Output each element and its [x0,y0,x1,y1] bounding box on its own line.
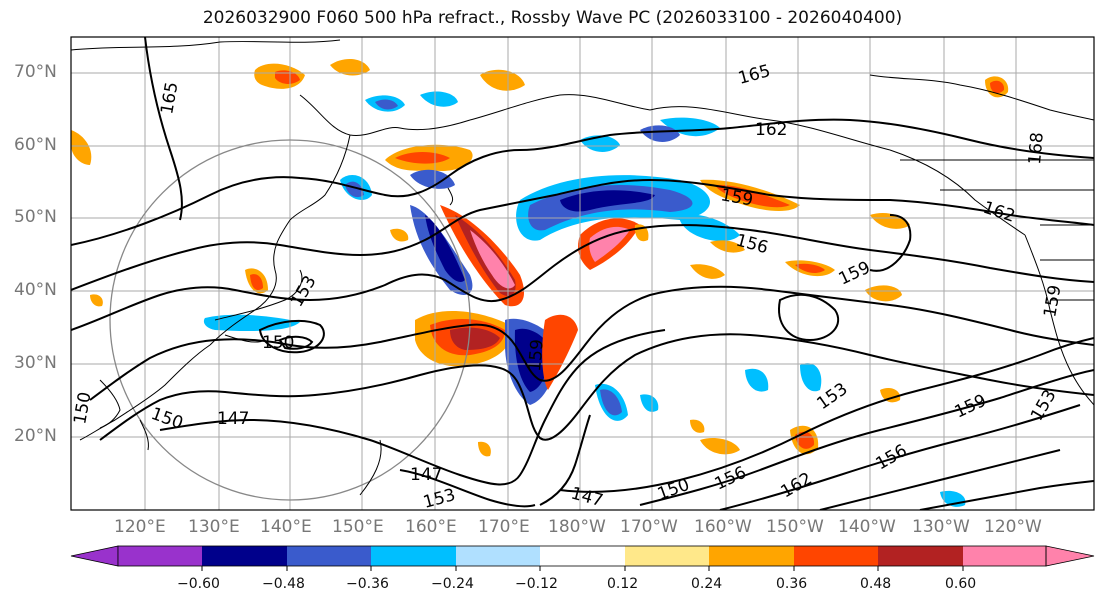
lat-label-30n: 30°N [14,353,57,373]
height-contours [71,37,1094,510]
colorbar-segment-9 [794,546,878,566]
lon-label-140e: 140°E [260,517,312,537]
colorbar-label-012: 0.12 [607,576,639,592]
colorbar-label-neg024: −0.24 [431,576,474,592]
colorbar-label-048: 0.48 [860,576,892,592]
lon-label-120w: 120°W [984,517,1042,537]
colorbar-arrow-high [1045,545,1095,567]
colorbar-segment-5 [456,546,540,566]
contour-label-168: 168 [1025,131,1048,165]
colorbar-segment-2 [202,546,287,566]
lon-label-130e: 130°E [188,517,240,537]
colorbar-segment-3 [287,546,371,566]
reference-circle [109,139,471,501]
map-area: 165 165 162 159 156 162 159 168 159 150 … [71,37,1094,510]
colorbar-frame [117,545,1047,567]
coastlines [71,39,1094,496]
colorbar-segment-1 [118,546,202,566]
contour-label-162-north: 162 [755,120,787,140]
lon-label-120e: 120°E [114,517,166,537]
colorbar-segment-4 [371,546,456,566]
contour-label-159-central: 159 [525,338,548,372]
colorbar [70,545,1095,571]
colorbar-label-neg036: −0.36 [346,576,389,592]
lon-label-160w: 160°W [694,517,752,537]
lon-label-180w: 180°W [548,517,606,537]
colorbar-segment-8 [709,546,794,566]
lon-label-160e: 160°E [405,517,457,537]
colorbar-label-060: 0.60 [945,576,977,592]
map-frame [70,36,1095,511]
lat-label-40n: 40°N [14,280,57,300]
colorbar-label-neg012: −0.12 [515,576,558,592]
colorbar-label-024: 0.24 [691,576,723,592]
lon-label-170w: 170°W [620,517,678,537]
lon-label-150w: 150°W [766,517,824,537]
colorbar-label-neg060: −0.60 [177,576,220,592]
lon-label-150e: 150°E [332,517,384,537]
colorbar-segment-7 [625,546,709,566]
contour-label-147-south: 147 [217,409,249,429]
colorbar-label-036: 0.36 [776,576,808,592]
colorbar-label-neg048: −0.48 [262,576,305,592]
lon-label-140w: 140°W [838,517,896,537]
lon-label-130w: 130°W [912,517,970,537]
lat-label-50n: 50°N [14,207,57,227]
lat-label-20n: 20°N [14,426,57,446]
colorbar-segment-6 [540,546,625,566]
map-title: 2026032900 F060 500 hPa refract., Rossby… [202,8,903,28]
contour-label-147-bottom: 147 [410,465,442,485]
contour-label-150-japan: 150 [262,333,294,353]
colorbar-ticks [201,566,964,571]
lat-label-70n: 70°N [14,62,57,82]
lon-label-170e: 170°E [478,517,530,537]
lat-label-60n: 60°N [14,135,57,155]
colorbar-segment-11 [963,546,1046,566]
colorbar-segment-10 [878,546,963,566]
colorbar-arrow-low [70,545,119,567]
